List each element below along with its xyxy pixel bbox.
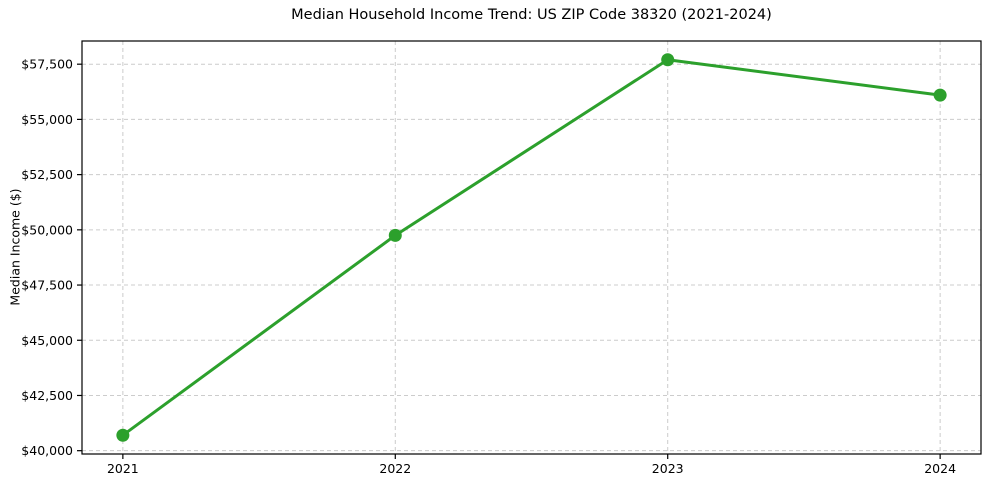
x-tick-label: 2021: [107, 461, 139, 476]
x-tick-label: 2022: [379, 461, 411, 476]
y-tick-label: $45,000: [21, 333, 73, 348]
chart-title: Median Household Income Trend: US ZIP Co…: [291, 7, 772, 23]
y-tick-label: $47,500: [21, 278, 73, 293]
trend-line: [121, 58, 942, 437]
y-tick-label: $57,500: [21, 57, 73, 72]
x-tick-label: 2024: [924, 461, 956, 476]
y-tick-label: $40,000: [21, 443, 73, 458]
data-point: [661, 53, 675, 67]
data-point: [933, 88, 947, 102]
y-tick-label: $52,500: [21, 167, 73, 182]
data-point: [116, 428, 130, 442]
y-tick-label: $50,000: [21, 222, 73, 237]
x-tick-label: 2023: [652, 461, 684, 476]
data-point: [388, 228, 402, 242]
y-tick-label: $55,000: [21, 112, 73, 127]
y-tick-label: $42,500: [21, 388, 73, 403]
plot-border: [81, 40, 982, 455]
